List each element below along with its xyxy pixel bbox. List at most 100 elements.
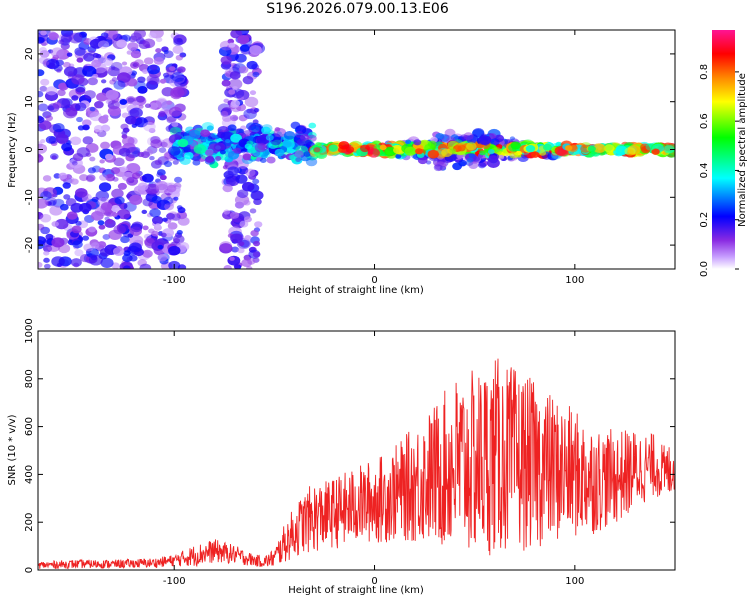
spectrogram-cell — [125, 147, 140, 158]
colorbar-tick-label: 0.8 — [699, 64, 710, 80]
spectrogram-cell — [149, 77, 161, 86]
spectrogram-cell — [231, 246, 240, 253]
spectrogram-cell — [111, 188, 124, 199]
spectrogram-cell — [174, 77, 188, 88]
spectrogram-cell — [159, 174, 167, 181]
spectrogram-cell — [564, 145, 573, 151]
spectrogram-cell — [38, 261, 43, 268]
snr-y-axis: 0 200 400 600 800 1000 — [24, 318, 675, 573]
spectrogram-cell — [183, 146, 192, 153]
spectrogram-cell — [252, 71, 260, 78]
spectrogram-cell — [303, 151, 311, 157]
spectrogram-cell — [157, 244, 164, 250]
spectrogram-cell — [106, 218, 114, 224]
spectrogram-cell — [252, 178, 260, 185]
spectrogram-cell — [63, 107, 78, 119]
spectrogram-cell — [651, 148, 660, 155]
spectrogram-cell — [172, 68, 182, 76]
spectrogram-cell — [70, 178, 79, 185]
spectrogram-cell — [171, 121, 179, 127]
spectrogram-cell — [71, 74, 85, 85]
spectrogram-cell — [296, 138, 306, 146]
spectrogram-cell — [282, 140, 292, 148]
spectrogram-cell — [114, 196, 125, 205]
spectrogram-cell — [254, 221, 263, 228]
spectrogram-cell — [163, 196, 174, 205]
spectrogram-cell — [123, 265, 131, 269]
spectrogram-cell — [51, 221, 59, 227]
spectrogram-cell — [234, 200, 245, 209]
spectrogram-cell — [220, 110, 229, 117]
spectrogram-cell — [89, 106, 96, 112]
spectrogram-cell — [113, 224, 127, 235]
spectrogram-cell — [183, 151, 194, 160]
spectrogram-cell — [158, 147, 167, 154]
spectrogram-cell — [221, 79, 231, 87]
spectrogram-cell — [466, 142, 477, 151]
spectrogram-cell — [427, 149, 439, 159]
spectrogram-cell — [122, 254, 133, 263]
spectrogram-cell — [404, 146, 417, 156]
spectrogram-cell — [164, 202, 175, 211]
snr-ytick-label: 0 — [24, 567, 35, 573]
spectrogram-cell — [472, 127, 485, 138]
spectrogram-cell — [130, 32, 142, 41]
spectrogram-cell — [143, 121, 156, 132]
spectrogram-cell — [230, 133, 242, 143]
spectrogram-cell — [82, 136, 94, 145]
spectrogram-cell — [172, 86, 187, 98]
spectrogram-cell — [58, 82, 67, 90]
spectrogram-cell — [90, 210, 104, 221]
spectrogram-cell — [111, 77, 118, 82]
spectrogram-cell — [40, 78, 50, 86]
spectrogram-cell — [156, 183, 169, 194]
spectrogram-cell — [166, 211, 180, 221]
spectrogram-cell — [237, 34, 250, 45]
spectrogram-cell — [113, 157, 125, 167]
spectrogram-cell — [150, 139, 163, 149]
spectrogram-cell — [488, 155, 499, 164]
spectrogram-cell — [227, 124, 237, 132]
spectrogram-cell — [225, 173, 237, 183]
snr-ytick-label: 600 — [24, 417, 35, 436]
spectrogram-cell — [71, 95, 79, 101]
spectrogram-cell — [94, 101, 104, 109]
spectrogram-cell — [105, 99, 113, 105]
spectrogram-cell — [113, 80, 126, 90]
spectrogram-cell — [40, 191, 52, 201]
spectrogram-cell — [131, 221, 143, 231]
spectrogram-cell — [130, 61, 140, 69]
spectrogram-cell — [38, 116, 45, 124]
spectrogram-cell — [239, 44, 250, 52]
spectrogram-cell — [228, 89, 236, 95]
spectrogram-cell — [153, 56, 164, 65]
spectrogram-cell — [38, 103, 49, 112]
spectrogram-cell — [39, 85, 48, 92]
spectrogram-cell — [232, 86, 238, 91]
spectrogram-cell — [360, 144, 370, 153]
spectrogram-cell — [415, 148, 423, 155]
spectrogram-cell — [162, 217, 168, 222]
spectrogram-cell — [89, 156, 96, 162]
spectrogram-cell — [345, 146, 355, 153]
spectrogram-cell — [223, 209, 231, 215]
spectrogram-cell — [104, 153, 114, 161]
snr-panel: -100 0 100 0 200 400 600 800 1000 Height of str… — [7, 318, 676, 596]
spectrogram-cell — [99, 174, 108, 181]
spectrogram-cell — [228, 78, 243, 90]
spectrogram-cell — [236, 189, 249, 199]
spectrogram-cell — [167, 222, 178, 230]
spectrogram-cell — [238, 66, 249, 74]
spectrogram-cell — [51, 256, 65, 267]
spectrogram-cell — [128, 242, 142, 253]
spectrogram-cell — [454, 143, 465, 151]
spectrogram-cell — [235, 174, 248, 184]
spectrogram-cell — [193, 144, 207, 155]
spectrogram-cell — [125, 115, 137, 125]
spectrogram-cell — [129, 194, 143, 205]
spectrogram-cell — [101, 79, 107, 84]
spectrogram-cell — [243, 216, 252, 223]
spectrogram-cell — [58, 172, 68, 180]
spectrogram-cell — [137, 85, 148, 94]
